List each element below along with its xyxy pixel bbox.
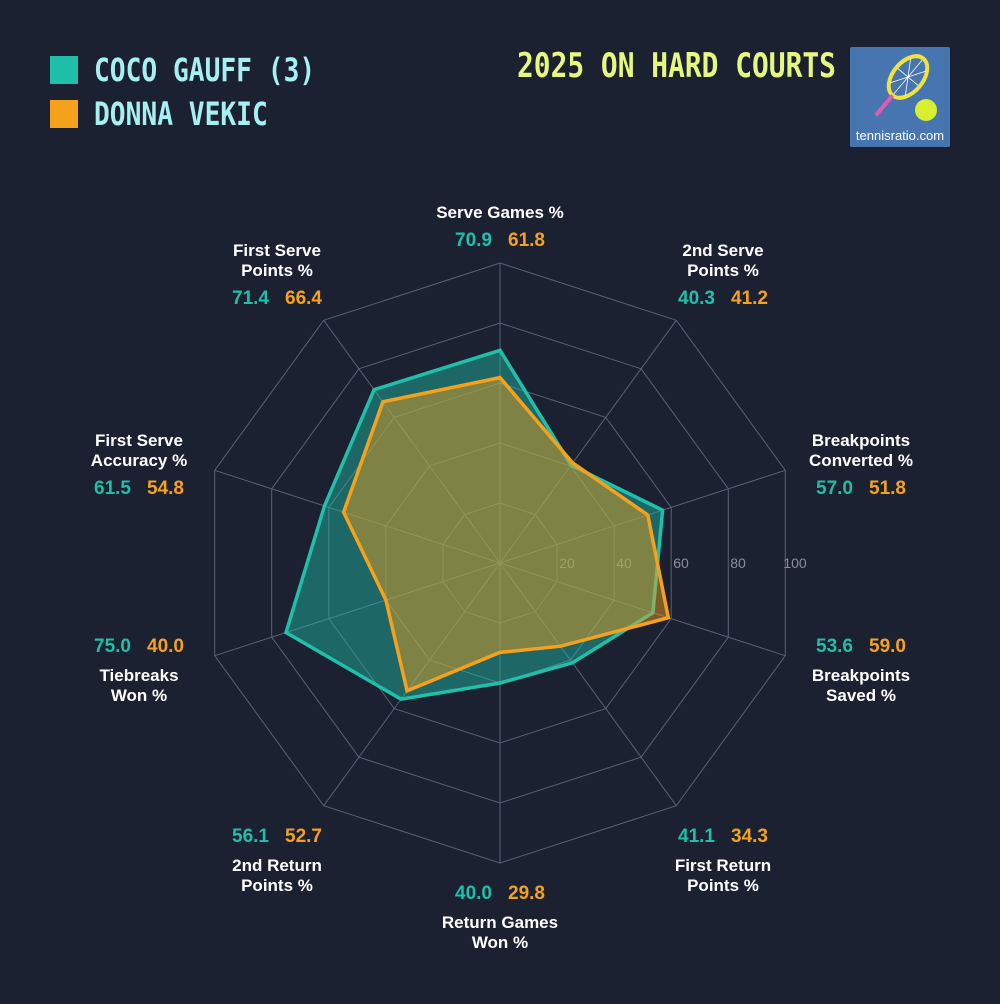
axis-label-4-line-1: Points %	[687, 876, 759, 895]
axis-label-1-line-0: 2nd Serve	[682, 241, 763, 260]
tick-label-20: 20	[559, 555, 575, 571]
tick-label-60: 60	[673, 555, 689, 571]
legend-label-gauff: COCO GAUFF (3)	[94, 51, 316, 89]
axis-label-6-line-1: Points %	[241, 876, 313, 895]
legend-item-vekic: DONNA VEKIC	[50, 92, 364, 136]
legend-swatch-vekic	[50, 100, 78, 128]
value-vekic-4: 34.3	[731, 826, 768, 847]
value-gauff-1: 40.3	[678, 288, 715, 309]
value-vekic-5: 29.8	[508, 883, 545, 904]
value-vekic-1: 41.2	[731, 288, 768, 309]
grid-spoke-1	[499, 320, 677, 564]
axis-label-5-line-1: Won %	[472, 933, 528, 952]
axis-label-7-line-1: Won %	[111, 686, 167, 705]
value-vekic-9: 66.4	[285, 288, 322, 309]
tick-label-40: 40	[616, 555, 632, 571]
axis-label-2-line-0: Breakpoints	[812, 431, 910, 450]
tennisratio-logo: tennisratio.com	[850, 47, 950, 147]
axis-label-3-line-0: Breakpoints	[812, 666, 910, 685]
axis-label-0-line-0: Serve Games %	[436, 203, 564, 222]
value-gauff-6: 56.1	[232, 826, 269, 847]
value-gauff-8: 61.5	[94, 478, 131, 499]
grid-spoke-9	[323, 320, 501, 564]
racket-icon	[850, 47, 950, 147]
series-polygon-gauff	[283, 348, 665, 702]
axis-label-9-line-0: First Serve	[233, 241, 321, 260]
value-gauff-3: 53.6	[816, 636, 853, 657]
value-vekic-6: 52.7	[285, 826, 322, 847]
value-gauff-2: 57.0	[816, 478, 853, 499]
value-gauff-7: 75.0	[94, 636, 131, 657]
value-vekic-3: 59.0	[869, 636, 906, 657]
axis-label-2-line-1: Converted %	[809, 451, 913, 470]
value-gauff-5: 40.0	[455, 883, 492, 904]
axis-label-6-line-0: 2nd Return	[232, 856, 322, 875]
legend: COCO GAUFF (3) DONNA VEKIC	[50, 48, 364, 136]
axis-label-3-line-1: Saved %	[826, 686, 896, 705]
axis-label-1-line-1: Points %	[687, 261, 759, 280]
axis-label-8-line-1: Accuracy %	[91, 451, 187, 470]
value-vekic-2: 51.8	[869, 478, 906, 499]
axis-label-5-line-0: Return Games	[442, 913, 558, 932]
legend-label-vekic: DONNA VEKIC	[94, 95, 268, 133]
tick-label-100: 100	[783, 555, 807, 571]
value-gauff-0: 70.9	[455, 230, 492, 251]
grid-spoke-8	[214, 469, 501, 564]
grid-spoke-3	[499, 562, 786, 657]
chart-title: 2025 ON HARD COURTS	[517, 46, 836, 86]
value-vekic-7: 40.0	[147, 636, 184, 657]
tick-label-80: 80	[730, 555, 746, 571]
grid-spoke-2	[499, 469, 786, 564]
legend-swatch-gauff	[50, 56, 78, 84]
grid-spoke-7	[214, 562, 501, 657]
axis-label-4-line-0: First Return	[675, 856, 771, 875]
value-gauff-9: 71.4	[232, 288, 269, 309]
series-polygon-vekic	[341, 375, 671, 694]
value-gauff-4: 41.1	[678, 826, 715, 847]
value-vekic-8: 54.8	[147, 478, 184, 499]
grid-spoke-6	[323, 562, 501, 806]
logo-text: tennisratio.com	[855, 128, 945, 143]
axis-label-9-line-1: Points %	[241, 261, 313, 280]
value-vekic-0: 61.8	[508, 230, 545, 251]
grid-spoke-4	[499, 562, 677, 806]
legend-item-gauff: COCO GAUFF (3)	[50, 48, 364, 92]
axis-label-8-line-0: First Serve	[95, 431, 183, 450]
axis-label-7-line-0: Tiebreaks	[99, 666, 178, 685]
